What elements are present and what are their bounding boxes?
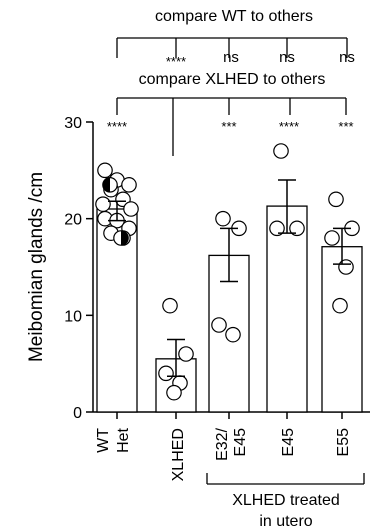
y-tick-label: 10 xyxy=(64,308,82,325)
y-tick-label: 20 xyxy=(64,212,82,229)
significance-label-second: **** xyxy=(107,119,127,134)
data-point xyxy=(273,143,289,159)
data-point xyxy=(95,196,111,212)
annotations: compare WT to others **** ns ns ns compare XL… xyxy=(107,8,355,156)
significance-label-top: ns xyxy=(339,49,355,66)
data-point xyxy=(158,365,174,382)
x-label-e32: E32/ xyxy=(214,427,231,460)
top-comparison-title: compare WT to others xyxy=(155,8,313,25)
data-point xyxy=(215,210,231,227)
het-point-fill xyxy=(102,177,110,193)
group-label-line2: in utero xyxy=(259,513,312,530)
x-label-e55: E55 xyxy=(335,428,352,457)
second-comparison-title: compare XLHED to others xyxy=(139,71,326,88)
data-point xyxy=(121,177,137,193)
data-point xyxy=(269,220,285,237)
bars xyxy=(96,205,363,413)
bar xyxy=(266,205,308,413)
data-point xyxy=(166,384,182,401)
data-point xyxy=(324,230,340,246)
significance-label-top: **** xyxy=(166,54,186,69)
data-point xyxy=(178,346,194,362)
data-point xyxy=(289,220,305,237)
x-label-xlhed: XLHED xyxy=(170,428,187,481)
significance-label-second: **** xyxy=(279,119,299,134)
het-point-fill xyxy=(121,230,129,246)
x-label-e45-sub: E45 xyxy=(232,428,249,457)
axes: 0 10 20 30 Meibomian glands /cm xyxy=(26,115,370,422)
significance-label-top: ns xyxy=(223,49,239,66)
data-point xyxy=(97,162,113,179)
data-point xyxy=(328,191,344,208)
y-tick-label: 30 xyxy=(64,115,82,132)
data-point xyxy=(211,317,227,333)
bar xyxy=(321,246,363,413)
y-axis-label: Meibomian glands /cm xyxy=(26,172,47,362)
significance-label-second: *** xyxy=(338,119,353,134)
group-label-line1: XLHED treated xyxy=(232,492,340,509)
data-point xyxy=(332,297,348,314)
x-label-wt: WT xyxy=(95,428,112,453)
data-point xyxy=(225,326,241,343)
data-point xyxy=(123,201,139,217)
x-labels: WT Het XLHED E32/E45 E45 E55 XLHED treated in u… xyxy=(95,427,365,530)
error-bars xyxy=(108,179,351,377)
significance-label-top: ns xyxy=(279,49,295,66)
data-point xyxy=(162,297,178,314)
data-points xyxy=(95,143,360,401)
x-label-e45: E45 xyxy=(280,428,297,457)
significance-label-second: *** xyxy=(221,119,236,134)
data-point xyxy=(338,259,354,275)
x-label-het: Het xyxy=(115,427,132,452)
y-tick-label: 0 xyxy=(73,405,82,422)
